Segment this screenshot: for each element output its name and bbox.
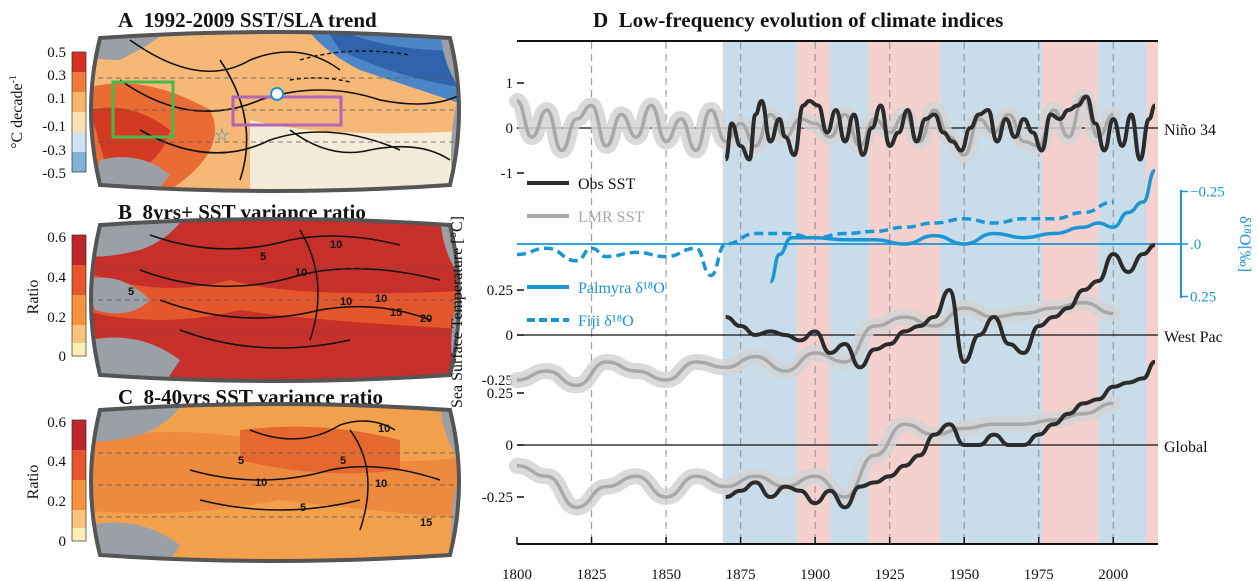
y-tick-label: 0 [506, 328, 514, 344]
cbar-a-tick: -0.5 [42, 166, 66, 182]
legend-palmyra-label: Palmyra δ¹⁸O [578, 280, 665, 297]
cbar-a-seg [72, 72, 86, 92]
cbar-a-seg [72, 152, 86, 172]
contour-label: 10 [375, 293, 387, 305]
y-tick-label: 0.25 [1190, 290, 1216, 306]
cbar-a-label: °C decade-1 [8, 75, 26, 149]
cbar-b-tick: 0.4 [47, 270, 66, 286]
x-tick-label: 1875 [726, 567, 756, 581]
cbar-c-tick: 0.4 [47, 454, 66, 470]
cbar-a-tick: 0.1 [47, 91, 66, 107]
y-tick-label: −0.25 [1190, 185, 1225, 201]
contour-label: 10 [295, 267, 307, 279]
panel-c-map: 10 5 5 10 10 5 15 [91, 404, 459, 561]
contour-label: 15 [390, 307, 402, 319]
x-tick-label: 1975 [1024, 567, 1054, 581]
obs-sst-line [725, 359, 1156, 510]
panel-d-title: D Low-frequency evolution of climate ind… [593, 8, 1004, 32]
cbar-a-seg [72, 52, 86, 72]
contour-label: 5 [340, 455, 346, 467]
cbar-a-tick: 0.5 [47, 45, 66, 61]
y-tick-label: -0.25 [482, 490, 513, 506]
cbar-b-tick: 0.2 [47, 310, 66, 326]
x-tick-label: 2000 [1098, 567, 1128, 581]
cbar-a-tick: -0.1 [42, 119, 66, 135]
shaded-period [1146, 42, 1158, 543]
fiji-star-icon: ☆ [214, 125, 230, 145]
y-tick-label: 0 [506, 438, 514, 454]
contour-label: 5 [260, 251, 266, 263]
panel-a-frame [89, 30, 461, 193]
contour-label: 10 [378, 423, 390, 435]
lmr-sst-line [516, 94, 1114, 157]
contour-label: 5 [128, 286, 134, 298]
cbar-a-seg [72, 132, 86, 152]
lmr-sst-line [516, 401, 1114, 510]
region-label-westpac: West Pac [1164, 329, 1223, 346]
region-label-global: Global [1164, 439, 1208, 456]
obs-sst-line [725, 243, 1156, 370]
x-tick-label: 1800 [502, 567, 532, 581]
x-tick-label: 1925 [875, 567, 905, 581]
cbar-c-label: Ratio [25, 465, 42, 500]
panel-c-colorbar: 0.6 0.4 0.2 0 Ratio [25, 415, 87, 550]
cbar-b-label: Ratio [25, 280, 42, 315]
panel-b-colorbar: 0.6 0.4 0.2 0 Ratio [25, 230, 87, 365]
lmr-sst-line [516, 300, 1114, 388]
panel-d-chart: 1800 1825 1850 1875 1900 1925 1950 1975 2000 -1 0… [449, 40, 1253, 581]
x-tick-label: 1850 [651, 567, 681, 581]
cbar-c-tick: 0.2 [47, 494, 66, 510]
y-tick-label: -0.25 [482, 373, 513, 389]
cbar-b-tick: 0.6 [47, 230, 66, 246]
cbar-a-tick: -0.3 [42, 143, 66, 159]
panel-c-frame [89, 402, 461, 563]
fiji-d18o-line [516, 200, 1114, 278]
contour-label: 10 [255, 477, 267, 489]
cbar-a-tick: 0.3 [47, 68, 66, 84]
y-tick-label: 0 [506, 121, 514, 137]
legend-fiji-label: Fiji δ¹⁸O [578, 313, 634, 330]
contour-label: 10 [330, 239, 342, 251]
y-tick-label: -1 [501, 166, 514, 182]
contour-label: 20 [420, 313, 432, 325]
cbar-c-tick: 0 [59, 534, 67, 550]
cbar-a-seg [72, 92, 86, 112]
panel-a-title: A 1992-2009 SST/SLA trend [118, 8, 377, 32]
y-axis-label: Sea Surface Temperature [°C] [449, 216, 466, 408]
x-tick-label: 1825 [577, 567, 607, 581]
region-label-nino: Niño 34 [1164, 122, 1216, 139]
contour-label: 5 [300, 502, 306, 514]
panel-b-map: 10 5 10 5 10 10 15 20 [91, 219, 459, 381]
legend-lmr-label: LMR SST [578, 209, 644, 226]
x-tick-label: 1900 [800, 567, 830, 581]
contour-label: 15 [420, 517, 432, 529]
contour-label: 10 [375, 478, 387, 490]
panel-a-colorbar: 0.5 0.3 0.1 -0.1 -0.3 -0.5 °C decade-1 [8, 45, 87, 182]
y-tick-label: 0.25 [487, 386, 513, 402]
panel-a-map: ☆ [91, 32, 459, 191]
legend-obs-label: Obs SST [578, 176, 636, 193]
y-tick-label: 1 [506, 76, 514, 92]
y-tick-label: .0 [1190, 237, 1201, 253]
series-lines [509, 88, 1157, 516]
x-tick-label: 1950 [949, 567, 979, 581]
panel-b-frame [89, 217, 461, 383]
contour-label: 5 [238, 455, 244, 467]
cbar-a-seg [72, 112, 86, 132]
obs-sst-line [723, 94, 1157, 162]
y-tick-label: 0.25 [487, 283, 513, 299]
x-axis-ticks: 1800 1825 1850 1875 1900 1925 1950 1975 2000 [502, 537, 1128, 581]
contour-label: 10 [340, 296, 352, 308]
cbar-c-tick: 0.6 [47, 415, 66, 431]
cbar-b-tick: 0 [59, 349, 67, 365]
y-axis-label-right: δ¹⁸O[‰] [1236, 216, 1253, 272]
